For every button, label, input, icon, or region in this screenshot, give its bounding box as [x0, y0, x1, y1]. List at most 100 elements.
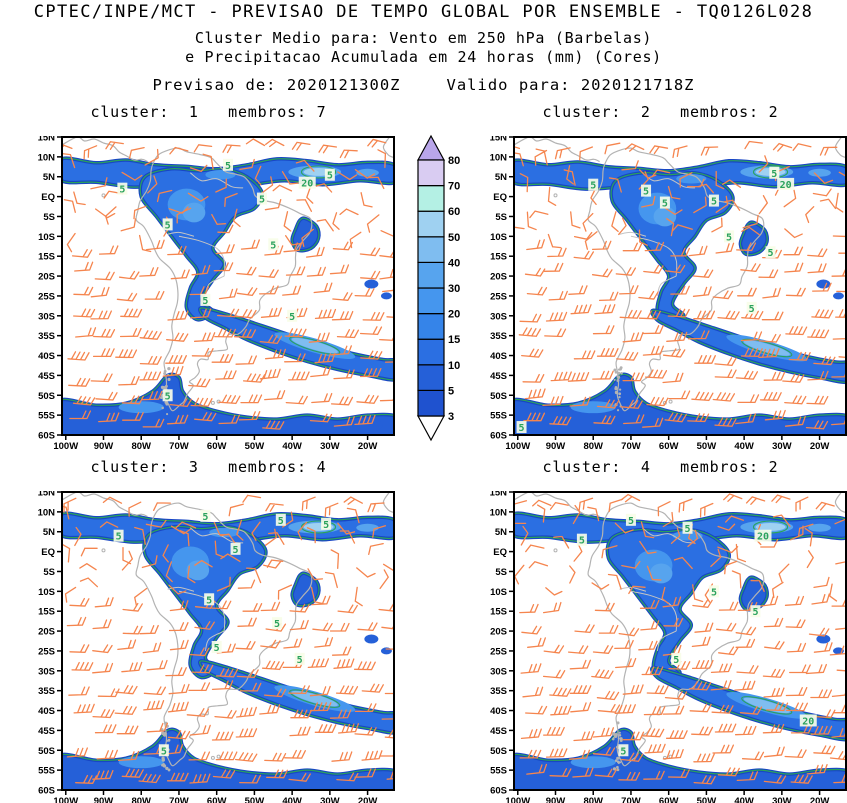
svg-text:5: 5	[579, 536, 585, 547]
forecast-valid-label: Valido para:	[446, 76, 571, 94]
svg-text:5: 5	[711, 587, 717, 598]
svg-text:EQ: EQ	[41, 192, 55, 203]
svg-text:50S: 50S	[38, 746, 55, 757]
svg-text:20S: 20S	[38, 627, 55, 638]
svg-text:5: 5	[771, 169, 777, 180]
svg-text:55S: 55S	[490, 766, 507, 777]
svg-text:90W: 90W	[94, 796, 114, 803]
svg-text:5: 5	[752, 607, 758, 618]
svg-text:25S: 25S	[38, 291, 55, 302]
svg-text:15N: 15N	[490, 491, 508, 499]
svg-text:10N: 10N	[490, 152, 508, 163]
page-title: CPTEC/INPE/MCT - PREVISAO DE TEMPO GLOBA…	[33, 2, 814, 22]
svg-text:10S: 10S	[38, 232, 55, 243]
svg-text:10: 10	[448, 360, 460, 372]
svg-text:60S: 60S	[490, 786, 507, 797]
svg-text:55S: 55S	[490, 411, 507, 422]
svg-text:60: 60	[448, 206, 460, 218]
svg-text:5: 5	[165, 391, 171, 402]
svg-text:70W: 70W	[169, 796, 189, 803]
panel-title-cluster-4: cluster: 4 membros: 2	[542, 458, 779, 476]
svg-text:80: 80	[448, 155, 460, 167]
svg-text:40S: 40S	[490, 351, 507, 362]
svg-text:60W: 60W	[659, 441, 679, 450]
svg-text:40: 40	[448, 257, 460, 269]
svg-text:5: 5	[206, 595, 212, 606]
svg-text:50: 50	[448, 232, 460, 244]
svg-text:80W: 80W	[583, 441, 603, 450]
svg-text:80W: 80W	[131, 441, 151, 450]
svg-text:15S: 15S	[490, 607, 507, 618]
svg-text:70W: 70W	[621, 441, 641, 450]
svg-text:40W: 40W	[734, 441, 754, 450]
svg-text:45S: 45S	[490, 726, 507, 737]
svg-text:25S: 25S	[490, 646, 507, 657]
svg-text:10N: 10N	[38, 152, 56, 163]
svg-text:20: 20	[448, 309, 460, 321]
svg-text:5: 5	[297, 655, 303, 666]
svg-text:5: 5	[749, 304, 755, 315]
svg-text:40S: 40S	[490, 706, 507, 717]
svg-text:45S: 45S	[490, 371, 507, 382]
svg-text:20: 20	[757, 532, 769, 543]
svg-text:55S: 55S	[38, 411, 55, 422]
svg-text:10N: 10N	[490, 507, 508, 518]
svg-text:5: 5	[673, 655, 679, 666]
svg-text:30S: 30S	[38, 311, 55, 322]
svg-text:5: 5	[620, 746, 626, 757]
svg-text:10S: 10S	[38, 587, 55, 598]
svg-text:70W: 70W	[169, 441, 189, 450]
svg-text:30S: 30S	[490, 666, 507, 677]
map-svg-cluster-3: 5 5 5 5 5 5 5 5 5 5 15N 10N 5N EQ 5S 10S 15S 20S 25S 30S 35S…	[38, 488, 395, 803]
map-panel-cluster-2: 5 5 5 5 20 5 5 5 5 5 15N 10N 5N EQ 5S 10S 15S 20S 25S 30S 35…	[474, 133, 847, 452]
svg-text:5: 5	[726, 232, 732, 243]
svg-text:90W: 90W	[546, 796, 566, 803]
svg-text:3: 3	[448, 411, 454, 423]
svg-text:5: 5	[289, 312, 295, 323]
svg-text:40W: 40W	[734, 796, 754, 803]
svg-text:15: 15	[448, 334, 460, 346]
svg-text:35S: 35S	[38, 331, 55, 342]
svg-text:5: 5	[662, 199, 668, 210]
svg-text:EQ: EQ	[493, 192, 507, 203]
subtitle-variable-wind: Cluster Medio para: Vento em 250 hPa (Ba…	[194, 29, 653, 47]
svg-text:30W: 30W	[320, 796, 340, 803]
svg-text:5N: 5N	[495, 172, 507, 183]
svg-text:60S: 60S	[38, 786, 55, 797]
svg-text:50W: 50W	[245, 441, 265, 450]
svg-text:5N: 5N	[43, 527, 55, 538]
svg-text:20W: 20W	[358, 796, 378, 803]
svg-text:35S: 35S	[490, 686, 507, 697]
svg-text:30W: 30W	[320, 441, 340, 450]
svg-text:5N: 5N	[495, 527, 507, 538]
svg-text:5: 5	[214, 643, 220, 654]
svg-text:15N: 15N	[38, 491, 56, 499]
svg-text:5S: 5S	[495, 212, 507, 223]
forecast-init-label: Previsao de:	[152, 76, 277, 94]
svg-text:5S: 5S	[495, 567, 507, 578]
svg-text:25S: 25S	[490, 291, 507, 302]
svg-text:5: 5	[278, 516, 284, 527]
svg-text:60S: 60S	[38, 431, 55, 442]
svg-text:5: 5	[270, 240, 276, 251]
svg-text:50W: 50W	[245, 796, 265, 803]
svg-text:5: 5	[711, 197, 717, 208]
svg-text:60S: 60S	[490, 431, 507, 442]
colorbar-svg: 3 5 10 15 20 30 40 50 60 70 80	[416, 134, 460, 442]
forecast-valid-value: 2020121718Z	[580, 76, 695, 94]
svg-text:15S: 15S	[490, 252, 507, 263]
svg-text:20W: 20W	[358, 441, 378, 450]
svg-text:5: 5	[519, 423, 525, 434]
svg-text:15S: 15S	[38, 252, 55, 263]
precip-colorbar: 3 5 10 15 20 30 40 50 60 70 80	[404, 134, 480, 448]
svg-text:25S: 25S	[38, 646, 55, 657]
svg-text:5: 5	[119, 185, 125, 196]
svg-text:20W: 20W	[810, 796, 830, 803]
svg-text:20: 20	[301, 179, 313, 190]
map-svg-cluster-2: 555 5205555515N10N5NEQ5S10S15S20S25S30S35…	[490, 133, 847, 452]
svg-text:5S: 5S	[43, 212, 55, 223]
svg-text:5: 5	[233, 545, 239, 556]
svg-text:100W: 100W	[53, 441, 78, 450]
svg-text:45S: 45S	[38, 726, 55, 737]
